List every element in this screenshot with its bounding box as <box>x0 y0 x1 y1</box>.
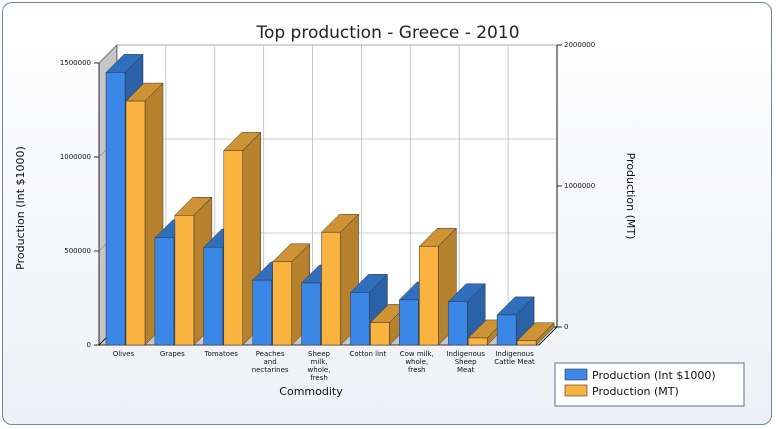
bar-front <box>203 246 224 346</box>
y-tick-right-label: 0 <box>564 323 568 331</box>
x-category-label: Tomatoes <box>203 350 238 358</box>
x-category-label: Olives <box>113 350 135 358</box>
bar-chart: Top production - Greece - 2010 0 500000 100… <box>14 23 745 407</box>
bar-front <box>272 261 292 346</box>
bar-front <box>496 314 517 346</box>
y-axis-left-title: Production (Int $1000) <box>14 146 27 270</box>
legend: Production (Int $1000) Production (MT) <box>554 362 745 407</box>
bar-front <box>174 215 195 346</box>
y-tick-left-label: 1500000 <box>60 59 91 67</box>
y-tick-left-label: 0 <box>87 341 91 349</box>
bar-int-dollars <box>496 296 535 346</box>
y-tick-left-label: 1000000 <box>60 153 91 161</box>
bar-front <box>370 322 390 346</box>
chart-title: Top production - Greece - 2010 <box>255 23 519 43</box>
x-category-label: Grapes <box>160 350 185 358</box>
legend-label: Production (MT) <box>592 385 679 398</box>
x-axis-title: Commodity <box>279 385 343 398</box>
bar-front <box>154 237 175 346</box>
legend-swatch <box>564 368 588 381</box>
bar-front <box>516 340 537 346</box>
x-category-label: Sheep milk, whole, fresh <box>308 350 331 382</box>
x-category-label: Cow milk, whole, fresh <box>400 350 434 374</box>
bar-front <box>321 231 341 346</box>
bar-front <box>419 246 439 346</box>
y-tick-left-label: 500000 <box>64 247 91 255</box>
bar-front <box>223 150 244 346</box>
gridline-wall <box>98 44 118 64</box>
bar-front <box>301 282 321 346</box>
bar-front <box>467 337 488 346</box>
y-tick-right-label: 1000000 <box>564 182 595 190</box>
bar-front <box>125 100 146 346</box>
y-axis-right-title: Production (MT) <box>624 153 637 240</box>
x-category-label: Indigenous Sheep Meat <box>446 350 485 374</box>
legend-swatch <box>564 384 588 397</box>
chart-frame: Top production - Greece - 2010 0 500000 100… <box>2 2 772 425</box>
y-tick-right-label: 2000000 <box>564 41 595 49</box>
x-category-label: Indigenous Cattle Meat <box>494 350 535 366</box>
x-category-label: Peaches and nectarines <box>252 350 289 374</box>
bar-front <box>105 72 126 346</box>
bar-front <box>447 301 468 346</box>
bar-front <box>399 299 419 346</box>
bar-int-dollars <box>447 283 486 346</box>
bar-front <box>350 292 370 346</box>
bar-mt <box>516 322 555 346</box>
bar-front <box>252 279 272 346</box>
legend-label: Production (Int $1000) <box>592 369 716 382</box>
x-category-label: Cotton lint <box>350 350 387 358</box>
